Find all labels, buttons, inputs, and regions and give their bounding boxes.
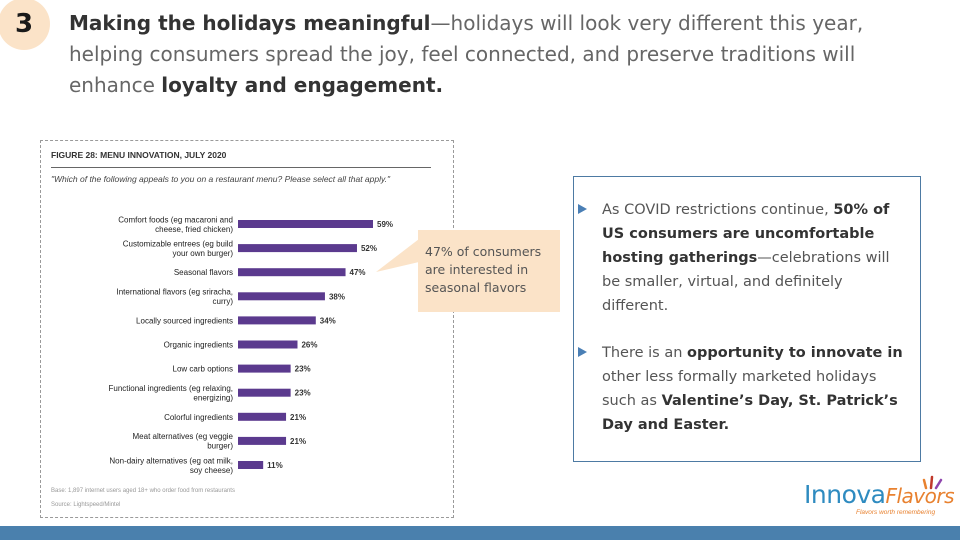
category-label: Low carb options — [173, 365, 233, 374]
category-label: Non-dairy alternatives (eg oat milk, soy … — [109, 456, 233, 475]
logo-word-innova: Innova — [804, 480, 886, 509]
bullet-2-holidays: Valentine’s Day, St. Patrick’s Day and E… — [602, 393, 898, 433]
bullet-arrow-icon — [578, 204, 587, 214]
category-label: International flavors (eg sriracha, curry… — [117, 288, 234, 307]
key-points-box: As COVID restrictions continue, 50% of U… — [573, 176, 921, 462]
figure-question: "Which of the following appeals to you o… — [51, 174, 390, 184]
figure-divider — [51, 167, 431, 168]
category-label: Meat alternatives (eg veggie burger) — [133, 432, 234, 451]
bar-10 — [238, 461, 264, 469]
category-label: Functional ingredients (eg relaxing, ener… — [108, 384, 233, 403]
bullet-1-tail: —celebrations will be smaller, virtual, … — [602, 250, 890, 314]
bar-4 — [238, 316, 316, 325]
bar-value-label: 34% — [320, 316, 336, 325]
bar-value-label: 59% — [377, 220, 393, 229]
category-label: Customizable entrees (eg build your own b… — [123, 239, 234, 258]
bar-value-label: 23% — [295, 365, 311, 374]
slide-number-badge: 3 — [0, 0, 50, 50]
bar-3 — [238, 292, 325, 301]
category-label: Seasonal flavors — [174, 268, 233, 277]
bar-0 — [238, 220, 373, 228]
bar-value-label: 21% — [290, 437, 306, 446]
slide-headline: Making the holidays meaningful—holidays … — [69, 8, 929, 101]
bar-value-label: 47% — [350, 268, 366, 277]
bar-value-label: 23% — [295, 389, 311, 398]
headline-bold-tail: loyalty and engagement. — [161, 73, 444, 97]
logo-tagline: Flavors worth remembering — [856, 509, 936, 516]
logo-wordmark: InnovaFlavors — [804, 480, 955, 509]
bar-2 — [238, 268, 346, 277]
bar-1 — [238, 244, 357, 253]
slide-number: 3 — [14, 9, 34, 39]
bar-value-label: 21% — [290, 413, 306, 422]
innovaflavors-logo: InnovaFlavors Flavors worth remembering — [804, 475, 955, 520]
figure-base-note: Base: 1,897 internet users aged 18+ who … — [51, 488, 235, 494]
category-label: Comfort foods (eg macaroni and cheese, fr… — [118, 215, 233, 234]
bar-6 — [238, 364, 291, 373]
bar-chart: 59% Comfort foods (eg macaroni and cheese,… — [108, 215, 393, 475]
figure-panel: FIGURE 28: MENU INNOVATION, JULY 2020 "W… — [40, 140, 454, 518]
category-label: Locally sourced ingredients — [136, 316, 233, 325]
bullet-2-highlight: opportunity to innovate in — [687, 345, 903, 361]
bar-8 — [238, 412, 287, 421]
bar-value-label: 38% — [329, 292, 345, 301]
headline-bold-lead: Making the holidays meaningful — [69, 11, 431, 35]
bullet-1-highlight: 50% of US consumers are uncomfortable ho… — [602, 202, 890, 266]
figure-title: FIGURE 28: MENU INNOVATION, JULY 2020 — [51, 150, 227, 160]
bullet-holiday-innovation: There is an opportunity to innovate in o… — [578, 341, 912, 437]
logo-word-flavors: Flavors — [885, 484, 955, 508]
bar-7 — [238, 388, 291, 397]
category-label: Organic ingredients — [164, 341, 233, 350]
bullet-arrow-icon — [578, 347, 587, 357]
callout-text: 47% of consumers are interested in seaso… — [425, 244, 542, 295]
bullet-1-text: As COVID restrictions continue, — [602, 202, 834, 218]
bullet-2-middle: other less formally marketed holidays su… — [602, 369, 877, 409]
callout-box — [418, 230, 560, 312]
figure-source-note: Source: Lightspeed/Mintel — [51, 502, 121, 508]
footer-bar — [0, 526, 960, 540]
bullet-covid-gatherings: As COVID restrictions continue, 50% of U… — [578, 198, 912, 318]
logo-spark-icon — [922, 475, 943, 490]
bar-value-label: 26% — [301, 341, 317, 350]
category-label: Colorful ingredients — [164, 413, 233, 422]
bar-5 — [238, 340, 298, 349]
bar-9 — [238, 436, 287, 445]
bar-value-label: 11% — [267, 461, 283, 470]
bullet-2-text: There is an — [602, 345, 688, 361]
bar-value-label: 52% — [361, 244, 377, 253]
headline-body: —holidays will look very different this … — [69, 11, 864, 97]
